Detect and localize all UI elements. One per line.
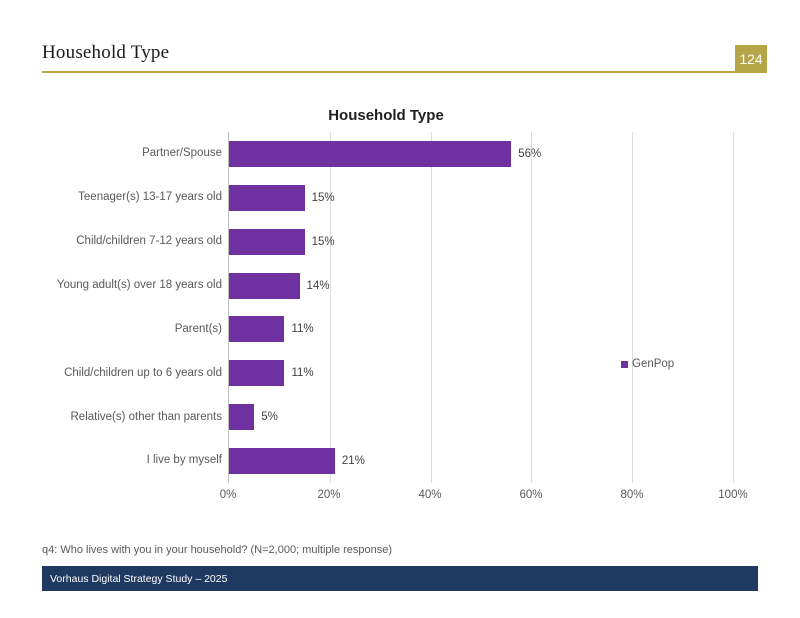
category-label: I live by myself [146,454,222,467]
category-label: Parent(s) [174,322,222,335]
bar-value-label: 56% [518,147,542,160]
bar [229,184,305,211]
bar-row: 21% [229,439,733,483]
bar [229,140,512,167]
bar [229,448,335,475]
footer-banner-text: Vorhaus Digital Strategy Study – 2025 [50,572,228,585]
category-label: Teenager(s) 13-17 years old [78,191,222,204]
bar-value-label: 14% [306,279,330,292]
x-tick-label: 80% [620,489,644,501]
gridline [733,132,734,483]
bar [229,228,305,255]
bar [229,316,285,343]
category-label: Child/children 7-12 years old [76,235,222,248]
bar-row: 56% [229,132,733,176]
bar-value-label: 5% [261,411,278,424]
page-number-badge: 124 [735,45,767,72]
category-label: Partner/Spouse [142,147,222,160]
legend-label: GenPop [632,358,675,370]
bar-value-label: 15% [311,191,335,204]
bar-row: 14% [229,264,733,308]
category-label: Relative(s) other than parents [70,410,223,423]
gridline [531,132,533,483]
bar-row: 11% [229,308,733,352]
category-label: Young adult(s) over 18 years old [56,278,222,291]
legend-swatch-icon [621,360,628,368]
bar-row: 11% [229,351,733,395]
bar-value-label: 15% [311,235,335,248]
x-tick-label: 20% [317,489,341,501]
bar [229,404,255,431]
gridline [632,132,634,483]
page-title: Household Type [42,42,170,63]
footer-banner: Vorhaus Digital Strategy Study – 2025 [42,566,758,591]
x-tick-label: 0% [219,489,237,501]
bar [229,272,300,299]
chart-title: Household Type [328,107,444,124]
question-footnote: q4: Who lives with you in your household… [42,544,393,556]
x-tick-label: 40% [418,489,442,501]
x-tick-label: 100% [718,489,748,501]
bar-value-label: 11% [291,323,314,336]
bar-rows: 56% 15% 15% 14% 11% 11% 5% 21% [229,132,733,483]
category-axis-labels: Partner/Spouse Teenager(s) 13-17 years ol… [38,132,222,483]
bar-row: 15% [229,220,733,264]
legend: GenPop [621,358,674,370]
bar-row: 15% [229,176,733,220]
bar-value-label: 21% [341,455,365,468]
plot-area: 56% 15% 15% 14% 11% 11% 5% 21% [228,132,734,483]
gridline [329,132,331,483]
header-divider [42,71,767,73]
bar-value-label: 11% [291,367,314,380]
bar [229,360,285,387]
bar-row: 5% [229,395,733,439]
x-axis-tick-labels: 0% 20% 40% 60% 80% 100% [220,489,748,503]
gridline [430,132,432,483]
category-label: Child/children up to 6 years old [64,366,222,379]
x-tick-label: 60% [519,489,543,501]
